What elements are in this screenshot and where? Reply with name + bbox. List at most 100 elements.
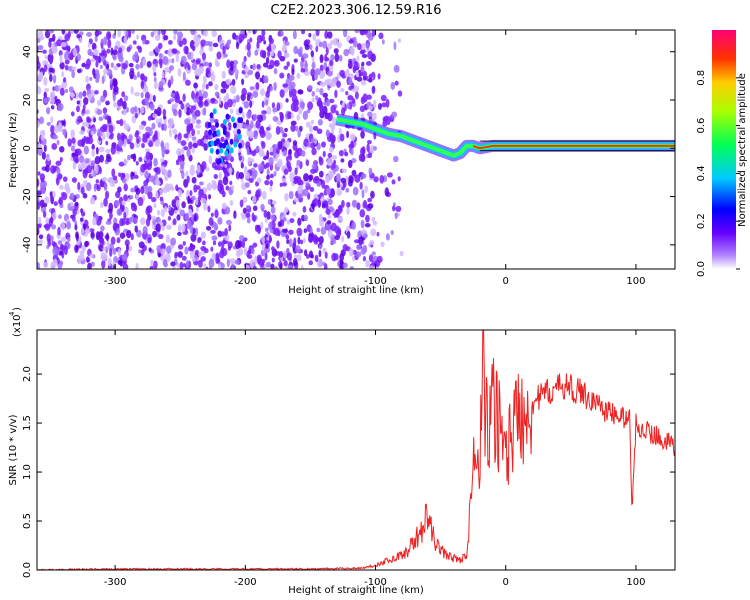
heatmap-cell bbox=[79, 130, 85, 135]
heatmap-cell bbox=[90, 130, 95, 136]
heatmap-cell bbox=[237, 240, 243, 248]
heatmap-cell bbox=[147, 191, 153, 200]
heatmap-cell bbox=[117, 186, 122, 193]
heatmap-cell bbox=[84, 228, 91, 234]
heatmap-cell bbox=[265, 99, 269, 106]
heatmap-cell bbox=[194, 88, 198, 93]
heatmap-cell bbox=[136, 138, 140, 145]
heatmap-cell bbox=[101, 259, 106, 269]
heatmap-cell bbox=[209, 112, 214, 119]
heatmap-cell bbox=[183, 45, 189, 55]
heatmap-cell bbox=[37, 171, 41, 176]
heatmap-cell bbox=[360, 96, 366, 105]
heatmap-cell bbox=[196, 119, 201, 124]
heatmap-cell bbox=[282, 83, 289, 88]
heatmap-cell bbox=[365, 214, 370, 223]
heatmap-cell bbox=[152, 260, 158, 269]
heatmap-cell bbox=[172, 218, 177, 226]
heatmap-cell bbox=[290, 178, 295, 183]
heatmap-cell bbox=[270, 44, 276, 52]
heatmap-cell bbox=[105, 115, 110, 120]
heatmap-cell bbox=[328, 146, 334, 153]
heatmap-cell bbox=[208, 194, 212, 200]
heatmap-cell bbox=[201, 160, 207, 170]
heatmap-cell bbox=[294, 245, 301, 254]
heatmap-cell bbox=[201, 82, 206, 90]
heatmap-cell bbox=[220, 88, 227, 94]
heatmap-cell bbox=[191, 118, 196, 125]
heatmap-cell bbox=[124, 220, 130, 226]
heatmap-cell bbox=[79, 37, 83, 44]
heatmap-cell bbox=[303, 173, 310, 182]
heatmap-cell bbox=[186, 123, 193, 132]
heatmap-cell bbox=[242, 124, 249, 129]
heatmap-cell bbox=[74, 224, 78, 231]
heatmap-cell bbox=[123, 183, 128, 192]
heatmap-cell bbox=[177, 139, 181, 144]
heatmap-cell bbox=[246, 110, 252, 119]
heatmap-cell bbox=[191, 45, 196, 52]
heatmap-cell bbox=[129, 195, 134, 200]
heatmap-cell bbox=[308, 125, 313, 133]
heatmap-cell bbox=[283, 168, 289, 175]
heatmap-cell bbox=[43, 261, 49, 268]
heatmap-cell bbox=[208, 45, 214, 52]
heatmap-cell bbox=[44, 223, 51, 231]
heatmap-cell bbox=[265, 162, 270, 168]
colorbar-gradient bbox=[712, 30, 736, 269]
heatmap-cell bbox=[106, 232, 109, 242]
heatmap-cell bbox=[368, 73, 373, 79]
heatmap-cell bbox=[121, 253, 128, 262]
heatmap-cell bbox=[197, 195, 202, 201]
heatmap-cell bbox=[347, 159, 353, 169]
heatmap-cell bbox=[272, 107, 279, 113]
heatmap-cell bbox=[157, 122, 162, 128]
heatmap-cell bbox=[42, 49, 47, 54]
heatmap-cell bbox=[390, 230, 394, 236]
heatmap-cell bbox=[365, 60, 372, 66]
heatmap-cell bbox=[204, 40, 211, 46]
heatmap-cell bbox=[278, 251, 284, 258]
heatmap-cell bbox=[113, 175, 118, 181]
heatmap-cell bbox=[285, 234, 290, 240]
heatmap-cell bbox=[146, 60, 152, 68]
heatmap-cell bbox=[91, 143, 95, 151]
heatmap-cell bbox=[259, 77, 263, 83]
heatmap-cell bbox=[189, 224, 194, 234]
heatmap-cell bbox=[187, 64, 191, 71]
heatmap-cell bbox=[160, 255, 164, 261]
heatmap-cell bbox=[360, 113, 364, 119]
heatmap-cell bbox=[205, 166, 210, 172]
heatmap-cell bbox=[334, 235, 340, 241]
heatmap-cell bbox=[186, 148, 191, 158]
heatmap-cell bbox=[94, 55, 100, 62]
heatmap-cell bbox=[230, 63, 234, 72]
heatmap-cell bbox=[222, 176, 229, 186]
heatmap-cell bbox=[279, 263, 283, 269]
heatmap-cell bbox=[92, 68, 96, 76]
heatmap-cell bbox=[255, 146, 259, 153]
heatmap-cell bbox=[203, 30, 208, 37]
heatmap-cell bbox=[179, 160, 185, 167]
heatmap-cell bbox=[200, 245, 207, 251]
heatmap-cell bbox=[86, 257, 91, 263]
heatmap-cell bbox=[277, 221, 282, 227]
heatmap-cell bbox=[48, 40, 52, 48]
heatmap-cell bbox=[266, 211, 271, 220]
heatmap-cell bbox=[222, 119, 227, 126]
heatmap-cell bbox=[163, 262, 168, 268]
heatmap-cell bbox=[100, 95, 106, 103]
heatmap-cell bbox=[223, 95, 229, 104]
heatmap-cell bbox=[114, 200, 120, 207]
heatmap-cell bbox=[275, 126, 281, 135]
heatmap-cell bbox=[325, 208, 331, 215]
heatmap-cell bbox=[121, 63, 128, 70]
heatmap-cell bbox=[394, 212, 398, 220]
heatmap-cell bbox=[312, 125, 319, 131]
heatmap-cell bbox=[95, 165, 99, 174]
heatmap-cell bbox=[221, 240, 225, 249]
heatmap-cell bbox=[155, 118, 159, 124]
heatmap-cell bbox=[237, 133, 242, 140]
heatmap-cell bbox=[367, 139, 372, 145]
heatmap-cell bbox=[190, 234, 197, 242]
